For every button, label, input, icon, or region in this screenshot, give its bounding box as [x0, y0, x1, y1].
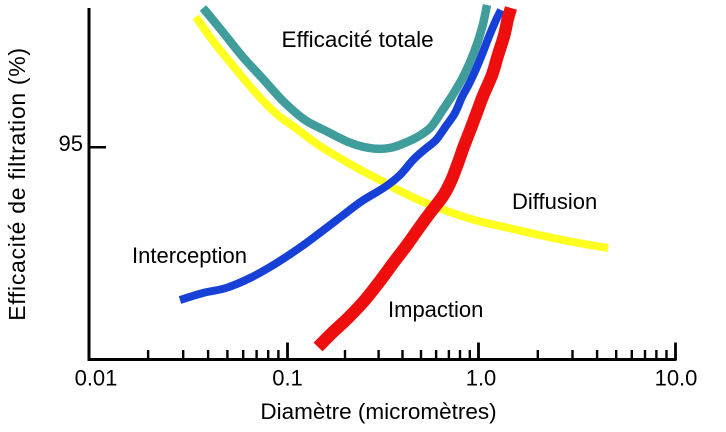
svg-text:Interception: Interception [132, 243, 247, 268]
svg-text:Efficacité totale: Efficacité totale [282, 27, 434, 52]
svg-text:1.0: 1.0 [466, 366, 497, 391]
svg-text:Diffusion: Diffusion [512, 189, 597, 214]
svg-text:Diamètre (micromètres): Diamètre (micromètres) [260, 399, 496, 424]
svg-text:0.1: 0.1 [272, 366, 303, 391]
svg-text:Impaction: Impaction [388, 297, 483, 322]
svg-text:95: 95 [59, 131, 83, 156]
svg-text:Efficacité de filtration (%): Efficacité de filtration (%) [4, 47, 30, 321]
svg-text:10.0: 10.0 [655, 366, 698, 391]
svg-text:0.01: 0.01 [75, 366, 118, 391]
